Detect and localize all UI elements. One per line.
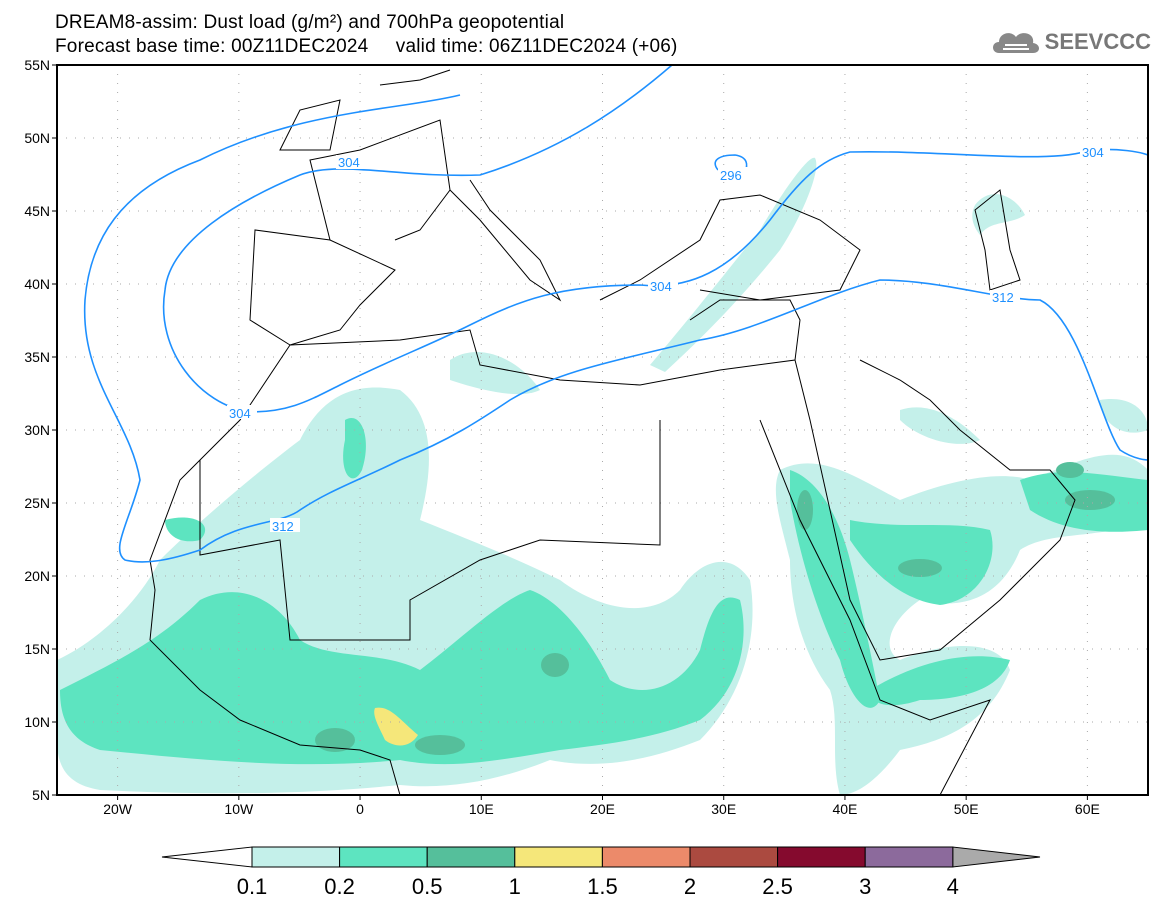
lat-label: 30N [24,422,50,438]
map-title: DREAM8-assim: Dust load (g/m²) and 700hP… [55,12,565,33]
lon-label: 0 [356,801,364,817]
contour-304 [162,65,1148,413]
lat-label: 10N [24,714,50,730]
colorbar-swatch [339,846,428,868]
lon-label: 60E [1075,801,1100,817]
colorbar-label: 3 [859,874,871,899]
colorbar-swatch [601,846,691,868]
lat-label: 40N [24,276,50,292]
colorbar-label: 0.5 [412,874,443,899]
forecast-times: Forecast base time: 00Z11DEC2024 valid t… [55,36,678,57]
colorbar-over-arrow [952,846,1041,868]
dust-layer-1.0 [374,707,418,746]
lon-label: 10W [224,801,254,817]
grid-lines [57,65,1148,795]
lon-label: 40E [832,801,857,817]
colorbar-swatch [514,846,603,868]
colorbar-label: 2 [684,874,696,899]
colorbar-swatch [777,846,866,868]
coastlines [149,69,1076,795]
colorbar-label: 1 [509,874,521,899]
lon-label: 10E [469,801,494,817]
contour-label: 312 [992,290,1014,305]
lat-label: 25N [24,495,50,511]
lat-label: 50N [24,130,50,146]
contour-label: 296 [720,168,742,183]
contour-296 [714,154,748,173]
lat-label: 20N [24,568,50,584]
colorbar: 0.1 0.2 0.5 1 1.5 2 2.5 3 4 [161,846,1041,899]
lat-label: 55N [24,57,50,73]
contour-label: 304 [229,406,251,421]
lon-label: 20E [590,801,615,817]
colorbar-label: 4 [947,874,959,899]
lat-label: 35N [24,349,50,365]
colorbar-swatch [689,846,779,868]
contour-labels: 304 304 304 296 304 312 312 [227,145,1110,534]
colorbar-swatch [426,846,516,868]
lat-label: 45N [24,203,50,219]
contour-label: 304 [338,155,360,170]
logo-text: SEEVCCC [1044,29,1151,54]
colorbar-swatch [864,846,954,868]
lon-label: 50E [954,801,979,817]
lon-label: 20W [103,801,133,817]
seevccc-logo: SEEVCCC [991,27,1151,57]
contour-label: 304 [650,279,672,294]
contour-label: 312 [272,519,294,534]
colorbar-under-arrow [161,846,253,868]
lat-label: 5N [32,787,50,803]
colorbar-label: 1.5 [587,874,618,899]
colorbar-label: 0.1 [237,874,268,899]
dust-layer-0.5 [315,462,1115,755]
colorbar-swatch [251,846,341,868]
cloud-icon [992,33,1039,53]
colorbar-label: 0.2 [324,874,355,899]
map-axes: 55N 50N 45N 40N 35N 30N 25N 20N 15N 10N 5N 20W 10W 0 1… [24,57,1100,817]
contour-label: 304 [1082,145,1104,160]
lon-label: 30E [711,801,736,817]
colorbar-label: 2.5 [762,874,793,899]
lat-label: 15N [24,641,50,657]
